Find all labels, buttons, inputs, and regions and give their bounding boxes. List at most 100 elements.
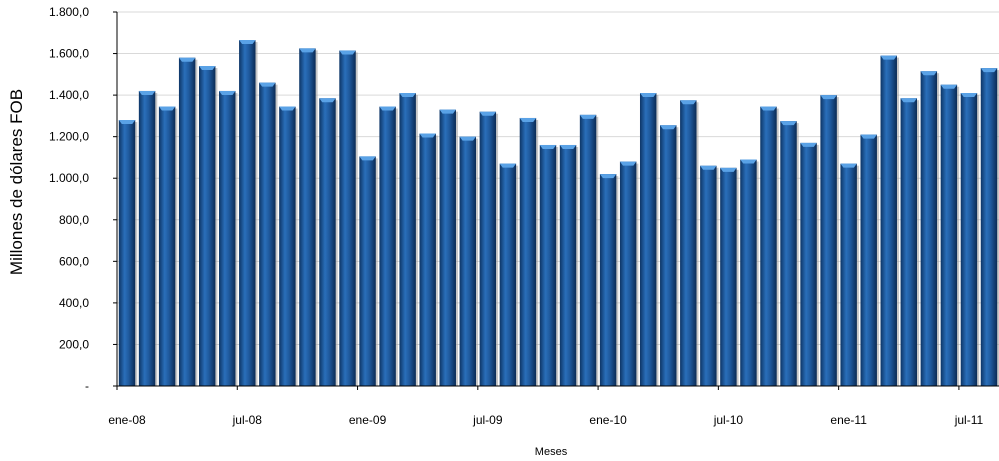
x-tick-label: jul-08	[232, 413, 263, 427]
bar	[479, 111, 497, 386]
y-tick-label: 200,0	[59, 337, 89, 351]
bar	[419, 133, 436, 386]
y-tick-label: 400,0	[59, 296, 89, 310]
bar-top-bevel	[158, 106, 176, 111]
bar	[780, 121, 797, 386]
bars	[118, 40, 999, 387]
y-tick-label: 1.600,0	[49, 47, 89, 61]
bar-top-bevel	[840, 163, 857, 168]
bar	[740, 159, 757, 386]
y-tick-label: 800,0	[59, 213, 89, 227]
bar	[980, 68, 998, 386]
x-tick-label: jul-09	[472, 413, 503, 427]
x-tick-label: jul-10	[713, 413, 744, 427]
bar	[700, 165, 717, 386]
bar	[178, 57, 196, 386]
bar	[138, 90, 156, 386]
bar	[840, 163, 857, 386]
bar	[459, 136, 477, 386]
bar	[820, 95, 837, 386]
bar	[559, 144, 577, 386]
bar	[920, 71, 938, 386]
bar-top-bevel	[599, 174, 617, 179]
bar-top-bevel	[960, 93, 978, 98]
bar-top-bevel	[459, 136, 477, 141]
bar-top-bevel	[419, 133, 436, 138]
x-tick-label: ene-09	[349, 413, 387, 427]
bar-top-bevel	[219, 90, 236, 95]
bar	[760, 106, 777, 387]
bar	[299, 48, 316, 386]
x-tick-labels: ene-08 jul-08 ene-09 jul-09 ene-10 jul-10 ene-…	[108, 413, 983, 427]
bar-top-bevel	[579, 114, 597, 119]
bar	[339, 50, 356, 386]
bar-top-bevel	[178, 57, 196, 62]
bar-top-bevel	[319, 98, 336, 103]
bar	[599, 174, 617, 386]
bar	[960, 93, 978, 387]
bar	[800, 142, 817, 386]
y-tick-label: 1.000,0	[49, 171, 89, 185]
bar-top-bevel	[660, 125, 677, 130]
y-tick-label: 1.400,0	[49, 88, 89, 102]
bar-top-bevel	[760, 106, 777, 111]
bar-top-bevel	[800, 142, 817, 147]
bar-top-bevel	[138, 90, 156, 95]
bar-top-bevel	[980, 68, 998, 73]
bar-top-bevel	[239, 40, 256, 45]
bar	[720, 167, 737, 386]
bar-top-bevel	[339, 50, 356, 55]
bar	[539, 144, 557, 386]
bar	[198, 66, 216, 387]
bar-top-bevel	[559, 144, 577, 149]
bar	[359, 156, 376, 386]
bar	[499, 163, 517, 386]
bar-top-bevel	[940, 84, 958, 89]
y-tick-labels: - 200,0 400,0 600,0 800,0 1.000,0 1.200,0 1.400…	[49, 5, 89, 393]
x-tick-label: ene-11	[830, 413, 867, 427]
bar	[639, 93, 657, 387]
y-tick-label: 600,0	[59, 254, 89, 268]
bar-top-bevel	[900, 98, 918, 103]
bar-top-bevel	[399, 93, 416, 98]
bar-top-bevel	[479, 111, 497, 116]
bar	[379, 106, 396, 387]
bar-top-bevel	[700, 165, 717, 170]
bar-top-bevel	[639, 93, 657, 98]
bar	[619, 161, 637, 386]
bar-top-bevel	[880, 55, 897, 60]
bar-top-bevel	[118, 120, 136, 125]
bar-top-bevel	[519, 117, 537, 122]
axes	[113, 11, 999, 390]
bar-top-bevel	[680, 100, 697, 105]
bar-top-bevel	[619, 161, 637, 166]
x-axis-title: Meses	[535, 446, 568, 458]
bar-top-bevel	[439, 109, 456, 114]
bar	[900, 98, 918, 386]
bar	[680, 100, 697, 387]
bar	[279, 106, 296, 387]
bar	[660, 125, 677, 386]
x-tick-label: jul-11	[954, 413, 984, 427]
x-tick-label: ene-08	[108, 413, 146, 427]
bar-top-bevel	[198, 66, 216, 71]
x-tick-label: ene-10	[589, 413, 627, 427]
bar-top-bevel	[820, 95, 837, 100]
bar	[259, 82, 276, 387]
bar-top-bevel	[720, 167, 737, 172]
y-axis-title: Millones de dólares FOB	[7, 89, 26, 275]
bar-top-bevel	[740, 159, 757, 164]
bar-top-bevel	[539, 144, 557, 149]
y-tick-label: -	[85, 379, 89, 393]
bar	[940, 84, 958, 386]
y-tick-label: 1.800,0	[49, 5, 89, 19]
bar-top-bevel	[359, 156, 376, 161]
bar-top-bevel	[499, 163, 517, 168]
bar	[519, 117, 537, 386]
bar	[579, 114, 597, 386]
bar-top-bevel	[860, 134, 877, 139]
bar-top-bevel	[299, 48, 316, 53]
y-tick-label: 1.200,0	[49, 130, 89, 144]
bar-top-bevel	[259, 82, 276, 87]
